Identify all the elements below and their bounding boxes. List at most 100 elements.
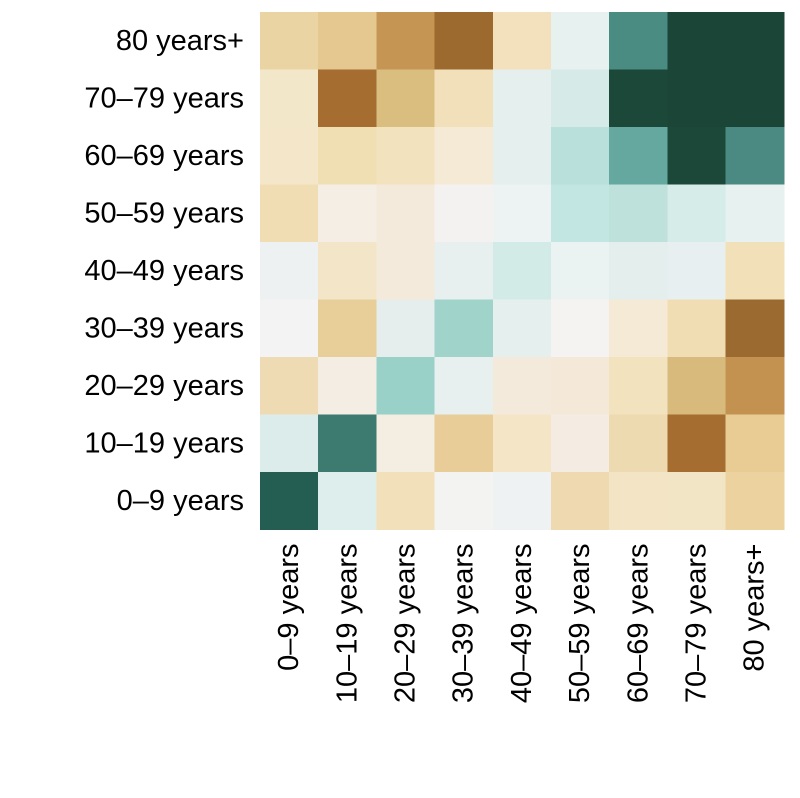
heatmap-cell [434, 242, 494, 301]
heatmap-cell [725, 414, 785, 473]
x-tick-label: 40–49 years [506, 544, 538, 704]
y-tick-label: 40–49 years [84, 255, 244, 287]
heatmap-cell [376, 299, 436, 358]
heatmap-cell [551, 184, 610, 243]
heatmap-cell [318, 242, 377, 301]
heatmap-cell [492, 242, 552, 301]
heatmap-cell [667, 414, 727, 473]
heatmap-cell [609, 299, 668, 358]
heatmap-cell [725, 12, 785, 71]
x-tick-label: 30–39 years [448, 544, 480, 704]
x-tick-label: 0–9 years [273, 544, 305, 671]
heatmap-cell [725, 299, 785, 358]
x-tick-label: 20–29 years [390, 544, 422, 704]
heatmap-cell [667, 184, 727, 243]
y-tick-label: 60–69 years [84, 140, 244, 172]
x-tick-label: 10–19 years [331, 544, 363, 704]
heatmap-cell [376, 69, 436, 128]
heatmap-cell [551, 414, 610, 473]
x-tick-label: 70–79 years [681, 544, 713, 704]
heatmap-cell [318, 357, 377, 416]
heatmap-cell [725, 184, 785, 243]
heatmap-cell [551, 299, 610, 358]
heatmap-cell [725, 127, 785, 186]
heatmap-cell [376, 127, 436, 186]
heatmap-cell [376, 12, 436, 71]
heatmap-cell [667, 357, 727, 416]
heatmap-cell [434, 184, 494, 243]
heatmap-cell [609, 357, 668, 416]
heatmap-cell [376, 242, 436, 301]
heatmap-cell [260, 299, 319, 358]
heatmap-cell [492, 357, 552, 416]
heatmap-cell [551, 357, 610, 416]
heatmap-cell [609, 12, 668, 71]
heatmap-cell [609, 242, 668, 301]
heatmap-cell [725, 69, 785, 128]
heatmap-cell [725, 242, 785, 301]
y-axis-tick-labels: 80 years+ 70–79 years 60–69 years 50–59 yea… [84, 25, 244, 517]
heatmap-cell [667, 69, 727, 128]
x-tick-label: 60–69 years [622, 544, 654, 704]
heatmap-cell [376, 472, 436, 531]
heatmap-cell [260, 414, 319, 473]
heatmap-cell [260, 127, 319, 186]
heatmap-cell [492, 184, 552, 243]
y-tick-label: 30–39 years [84, 312, 244, 344]
heatmap-cell [434, 414, 494, 473]
x-tick-label: 50–59 years [564, 544, 596, 704]
heatmap-cell [609, 69, 668, 128]
heatmap-cell [492, 414, 552, 473]
heatmap-cell [376, 184, 436, 243]
heatmap-cell [609, 472, 668, 531]
heatmap-cell [492, 12, 552, 71]
heatmap-cell [609, 184, 668, 243]
y-tick-label: 0–9 years [117, 485, 244, 517]
heatmap-cell [609, 127, 668, 186]
heatmap-cell [260, 472, 319, 531]
heatmap-cell [434, 12, 494, 71]
y-tick-label: 20–29 years [84, 370, 244, 402]
heatmap-cell [609, 414, 668, 473]
heatmap-cell [260, 242, 319, 301]
heatmap-cell [551, 69, 610, 128]
heatmap-cell [260, 357, 319, 416]
heatmap-cell [492, 299, 552, 358]
heatmap-cell [492, 69, 552, 128]
x-axis-tick-labels: 0–9 years 10–19 years 20–29 years 30–39 yea… [273, 544, 771, 704]
heatmap-cell [318, 472, 377, 531]
heatmap-cell [551, 242, 610, 301]
heatmap-cell [434, 472, 494, 531]
heatmap-cell [667, 127, 727, 186]
y-tick-label: 10–19 years [84, 427, 244, 459]
heatmap-cell [260, 12, 319, 71]
heatmap-cell [551, 127, 610, 186]
heatmap-cell [376, 357, 436, 416]
heatmap-cell [434, 299, 494, 358]
heatmap-cell [318, 127, 377, 186]
heatmap-cell [492, 472, 552, 531]
heatmap-cell [318, 12, 377, 71]
heatmap-cell [260, 69, 319, 128]
heatmap-cell [434, 69, 494, 128]
heatmap-cell [667, 12, 727, 71]
heatmap-cell [318, 299, 377, 358]
heatmap-cell [260, 184, 319, 243]
y-tick-label: 70–79 years [84, 82, 244, 114]
heatmap-cell [492, 127, 552, 186]
heatmap-cell [667, 242, 727, 301]
heatmap-cell [376, 414, 436, 473]
heatmap-cell [667, 299, 727, 358]
heatmap-cell [318, 69, 377, 128]
heatmap-cell [551, 472, 610, 531]
heatmap-cell [667, 472, 727, 531]
heatmap-cells [260, 12, 785, 531]
y-tick-label: 80 years+ [116, 25, 244, 57]
heatmap-cell [318, 414, 377, 473]
heatmap-cell [551, 12, 610, 71]
x-tick-label: 80 years+ [739, 544, 771, 672]
heatmap-cell [434, 357, 494, 416]
heatmap-cell [725, 357, 785, 416]
heatmap-cell [318, 184, 377, 243]
